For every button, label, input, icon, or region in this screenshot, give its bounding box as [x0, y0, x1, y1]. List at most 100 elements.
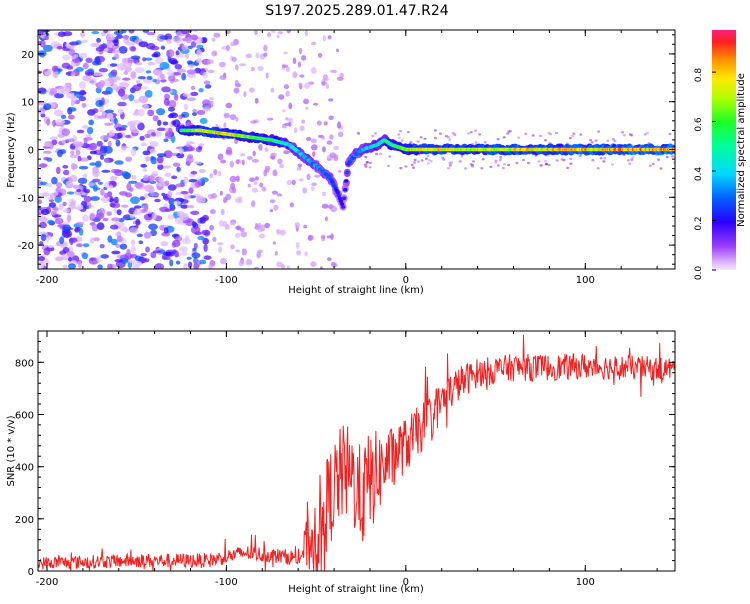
spectrogram-cell	[200, 177, 209, 183]
spectrogram-cell	[38, 260, 45, 269]
spectrogram-cell	[44, 35, 49, 41]
spectrogram-cell	[226, 44, 230, 52]
spectrogram-cell	[178, 147, 184, 155]
spectrogram-cell	[68, 202, 76, 210]
spectrogram-cell	[188, 187, 194, 194]
spectrogram-cell	[144, 156, 151, 162]
spectrogram-cell	[474, 141, 478, 144]
spectrogram-cell	[301, 119, 306, 124]
spectrogram-x-label: Height of straight line (km)	[288, 285, 424, 296]
spectrogram-cell	[61, 139, 66, 144]
spectrogram-cell	[119, 257, 129, 264]
spectrogram-cell	[337, 169, 342, 173]
spectrogram-cell	[238, 260, 245, 267]
spectrogram-cell	[140, 142, 148, 147]
spectrogram-cell	[172, 162, 181, 167]
spectrogram-cell	[164, 172, 172, 177]
spectrogram-cell	[118, 225, 125, 230]
spectrogram-cell	[52, 119, 57, 127]
spectrogram-cell	[310, 186, 315, 192]
spectrogram-cell	[45, 183, 53, 188]
spectrogram-cell	[81, 252, 89, 260]
spectrogram-cell	[651, 162, 655, 166]
spectrogram-cell	[481, 158, 485, 161]
spectrogram-cell	[230, 182, 236, 190]
spectrogram-cell	[183, 176, 188, 185]
spectrogram-cell	[254, 97, 259, 104]
spectrogram-cell	[326, 235, 332, 239]
spectrogram-cell	[196, 110, 206, 115]
spectrogram-cell	[579, 133, 583, 136]
spectrogram-cell	[38, 256, 45, 262]
spectrogram-ridge-cell	[344, 179, 349, 183]
spectrogram-cell	[52, 207, 59, 212]
spectrogram-cell	[276, 261, 283, 267]
spectrogram-cell	[180, 252, 189, 256]
spectrogram-cell	[611, 163, 614, 166]
spectrogram-cell	[498, 158, 502, 162]
spectrogram-cell	[590, 141, 594, 144]
spectrogram-cell	[503, 163, 506, 166]
spectrogram-cell	[506, 132, 510, 135]
spectrogram-cell	[257, 249, 264, 253]
spectrogram-cell	[181, 30, 190, 35]
spectrogram-cell	[85, 57, 93, 64]
spectrogram-cell	[79, 91, 87, 96]
spectrogram-cell	[363, 163, 367, 166]
spectrogram-cell	[111, 217, 121, 222]
spectrogram-cell	[150, 132, 156, 137]
spectrogram-cell	[235, 116, 239, 122]
spectrogram-cell	[306, 173, 311, 181]
spectrogram-cell	[327, 257, 332, 261]
spectrogram-ridge-cell	[343, 187, 348, 192]
spectrogram-cell	[330, 69, 338, 73]
spectrogram-cell	[150, 251, 157, 259]
spectrogram-cell	[170, 80, 175, 84]
spectrogram-cell	[207, 59, 214, 65]
spectrogram-cell	[220, 159, 227, 164]
spectrogram-cell	[478, 133, 482, 136]
spectrogram-cell	[107, 33, 116, 38]
spectrogram-cell	[566, 166, 570, 170]
spectrogram-cell	[631, 156, 635, 159]
spectrogram-cell	[98, 80, 105, 88]
spectrogram-cell	[273, 204, 279, 211]
spectrogram-cell	[149, 141, 159, 148]
spectrogram-cell	[121, 145, 128, 149]
spectrogram-cell	[151, 170, 158, 178]
spectrogram-cell	[91, 30, 100, 35]
spectrogram-cell	[219, 190, 223, 196]
spectrogram-cell	[77, 260, 82, 269]
spectrogram-cell	[256, 251, 262, 259]
spectrogram-cell	[387, 164, 390, 168]
spectrogram-cell	[145, 246, 150, 253]
spectrogram-cell	[142, 168, 147, 172]
spectrogram-cell	[116, 235, 123, 243]
spectrogram-cell	[211, 37, 216, 42]
spectrogram-cell	[293, 127, 298, 134]
spectrogram-y-tick-label: -20	[18, 241, 34, 252]
spectrogram-cell	[515, 161, 519, 165]
spectrogram-cell	[298, 82, 303, 86]
spectrogram-cell	[235, 232, 241, 239]
spectrogram-cell	[71, 55, 77, 60]
spectrogram-cell	[74, 226, 81, 232]
spectrogram-cell	[128, 94, 135, 102]
spectrogram-cell	[416, 160, 420, 163]
spectrogram-cell	[117, 101, 127, 107]
colorbar-tick-label: 0.4	[694, 167, 704, 182]
spectrogram-cell	[141, 86, 149, 90]
spectrogram-cell	[92, 108, 99, 114]
spectrogram-cell	[336, 121, 342, 129]
spectrogram-cell	[285, 90, 290, 97]
spectrogram-cell	[524, 132, 528, 135]
spectrogram-cell	[117, 88, 126, 97]
spectrogram-cell	[472, 160, 475, 163]
spectrogram-cell	[190, 85, 196, 91]
spectrogram-cell	[235, 175, 240, 182]
spectrogram-cell	[68, 49, 76, 56]
spectrogram-cell	[183, 193, 191, 200]
spectrogram-cell	[277, 158, 283, 165]
spectrogram-cell	[375, 152, 378, 156]
